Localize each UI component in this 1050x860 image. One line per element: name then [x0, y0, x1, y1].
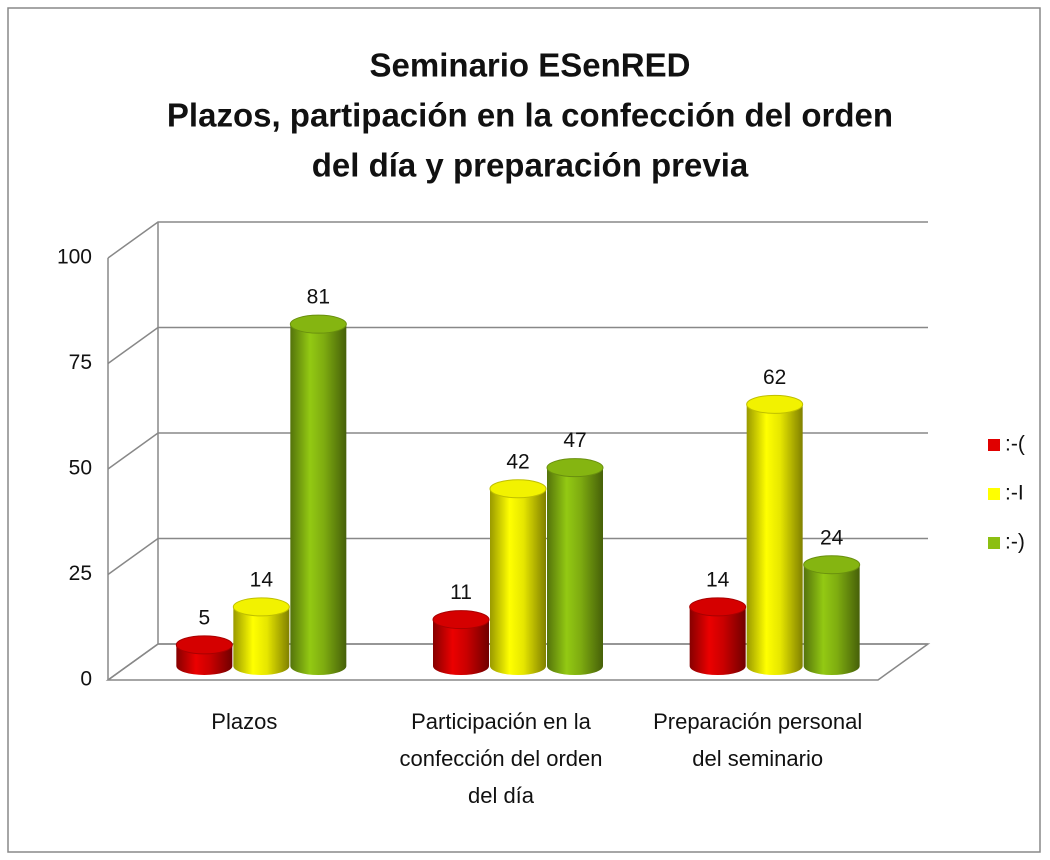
bar — [232, 597, 290, 675]
bar-body — [746, 404, 803, 675]
bar-top — [232, 597, 290, 617]
x-tick-label: Plazos — [211, 709, 278, 734]
bar-body — [803, 564, 860, 675]
y-tick-label: 50 — [69, 457, 92, 480]
y-tick-label: 25 — [69, 562, 92, 585]
data-label: 62 — [763, 366, 786, 389]
legend-label: :-( — [1005, 433, 1025, 456]
chart-title: Seminario ESenRED — [370, 47, 691, 84]
data-label: 14 — [250, 568, 274, 591]
legend-swatch — [988, 537, 1000, 549]
bar — [489, 479, 547, 675]
bar-top — [289, 314, 347, 334]
bar-body — [233, 606, 290, 675]
y-tick-label: 100 — [57, 246, 92, 269]
bar — [289, 314, 347, 675]
y-tick-label: 0 — [80, 668, 92, 691]
bar — [546, 458, 604, 675]
grid-line — [107, 326, 928, 365]
bar — [175, 635, 233, 675]
bar-body — [547, 467, 603, 675]
data-label: 47 — [563, 429, 586, 452]
grid-line — [107, 432, 928, 470]
data-label: 42 — [506, 450, 529, 473]
bar-top — [489, 479, 547, 499]
data-label: 11 — [450, 581, 472, 604]
bar — [803, 555, 861, 675]
bar — [746, 394, 804, 675]
bar-body — [433, 619, 489, 675]
bar-top — [175, 635, 233, 655]
grid-line — [107, 643, 928, 681]
chart-frame — [7, 7, 1041, 853]
bar-body — [290, 324, 347, 675]
data-label: 24 — [820, 526, 844, 549]
chart-title: Plazos, partipación en la confección del… — [167, 97, 893, 134]
legend-label: :-I — [1005, 482, 1024, 505]
data-label: 81 — [307, 286, 330, 309]
legend-swatch — [988, 439, 1000, 451]
bar-top — [803, 555, 861, 575]
x-tick-label: Participación en la confección del orden… — [399, 709, 603, 808]
bar-top — [546, 458, 604, 478]
grid-line — [107, 537, 928, 576]
bar-top — [689, 597, 747, 617]
legend-label: :-) — [1005, 531, 1025, 554]
data-label: 14 — [706, 568, 730, 591]
y-tick-label: 75 — [69, 351, 92, 374]
bar — [689, 597, 747, 675]
bar-top — [746, 394, 804, 414]
bar-body — [689, 606, 746, 675]
bar-top — [432, 610, 490, 630]
chart-title: del día y preparación previa — [312, 147, 749, 184]
bar-body — [490, 488, 546, 675]
data-label: 5 — [198, 606, 210, 629]
bar — [432, 610, 490, 675]
x-tick-label: Preparación personal del seminario — [653, 709, 863, 771]
legend-swatch — [988, 488, 1000, 500]
grid-line — [107, 221, 928, 259]
